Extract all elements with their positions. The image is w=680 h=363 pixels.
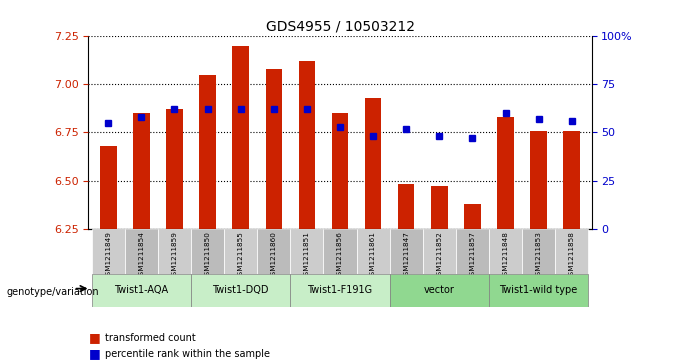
Bar (158, 229, 191, 274)
Text: GSM1211850: GSM1211850 (205, 231, 211, 280)
Bar (191, 274, 290, 307)
Bar (92, 229, 125, 274)
Bar (390, 274, 489, 307)
Text: GSM1211854: GSM1211854 (138, 231, 144, 280)
Text: GSM1211847: GSM1211847 (403, 231, 409, 280)
Text: Twist1-AQA: Twist1-AQA (114, 285, 169, 295)
Text: GSM1211849: GSM1211849 (105, 231, 112, 280)
Text: Twist1-F191G: Twist1-F191G (307, 285, 373, 295)
Bar (398, 184, 415, 229)
Bar (125, 229, 158, 274)
Bar (431, 186, 447, 229)
Bar (233, 46, 249, 229)
Bar (133, 113, 150, 229)
Bar (365, 98, 381, 229)
Text: vector: vector (424, 285, 455, 295)
Bar (332, 113, 348, 229)
Bar (257, 229, 290, 274)
Bar (290, 229, 324, 274)
Bar (530, 131, 547, 229)
Bar (564, 131, 580, 229)
Text: ■: ■ (88, 347, 100, 360)
Bar (456, 229, 489, 274)
Bar (522, 229, 555, 274)
Bar (489, 229, 522, 274)
Bar (290, 274, 390, 307)
Bar (356, 229, 390, 274)
Text: transformed count: transformed count (105, 333, 196, 343)
Bar (199, 75, 216, 229)
Text: Twist1-wild type: Twist1-wild type (500, 285, 578, 295)
Text: GSM1211860: GSM1211860 (271, 231, 277, 280)
Text: GSM1211848: GSM1211848 (503, 231, 509, 280)
Text: GSM1211861: GSM1211861 (370, 231, 376, 280)
Bar (390, 229, 423, 274)
Bar (299, 61, 315, 229)
Text: genotype/variation: genotype/variation (7, 287, 99, 297)
Text: Twist1-DQD: Twist1-DQD (212, 285, 269, 295)
Text: percentile rank within the sample: percentile rank within the sample (105, 349, 271, 359)
Text: GSM1211852: GSM1211852 (437, 231, 442, 280)
Text: GSM1211858: GSM1211858 (568, 231, 575, 280)
Bar (265, 69, 282, 229)
Text: GSM1211853: GSM1211853 (536, 231, 542, 280)
Text: GSM1211855: GSM1211855 (238, 231, 243, 280)
Title: GDS4955 / 10503212: GDS4955 / 10503212 (265, 20, 415, 34)
Bar (464, 204, 481, 229)
Text: GSM1211857: GSM1211857 (469, 231, 475, 280)
Bar (489, 274, 588, 307)
Bar (166, 109, 183, 229)
Bar (555, 229, 588, 274)
Text: GSM1211859: GSM1211859 (171, 231, 177, 280)
Text: GSM1211856: GSM1211856 (337, 231, 343, 280)
Bar (224, 229, 257, 274)
Text: ■: ■ (88, 331, 100, 344)
Bar (100, 146, 116, 229)
Bar (92, 274, 191, 307)
Bar (191, 229, 224, 274)
Bar (324, 229, 356, 274)
Text: GSM1211851: GSM1211851 (304, 231, 310, 280)
Bar (497, 117, 514, 229)
Bar (423, 229, 456, 274)
